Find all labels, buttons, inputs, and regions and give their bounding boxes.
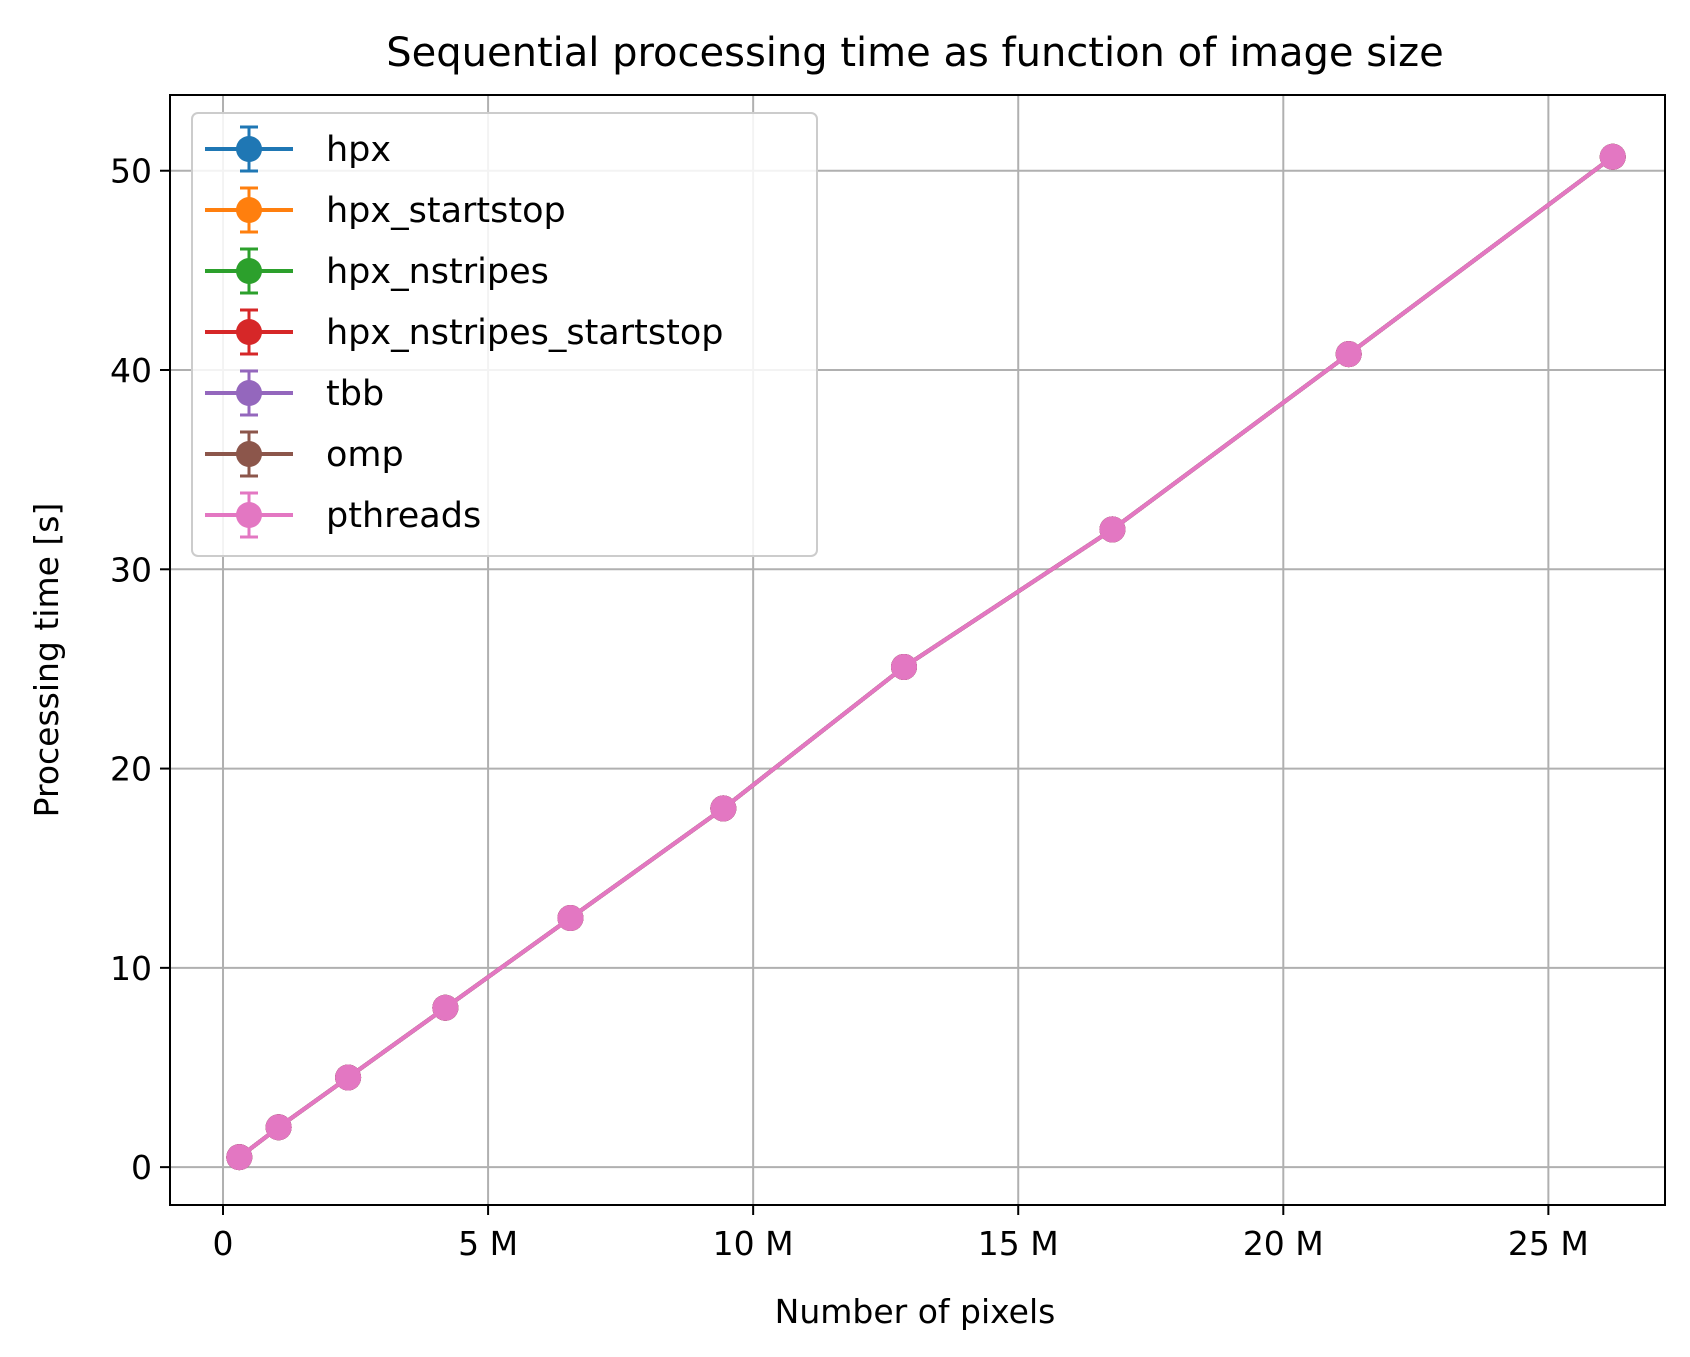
x-axis-ticks: 0 5 M 10 M 15 M 20 M 25 M (213, 1205, 1589, 1263)
legend-label: omp (326, 435, 404, 475)
chart-title: Sequential processing time as function o… (386, 30, 1444, 76)
y-tick-label: 0 (131, 1148, 152, 1187)
legend-entry: hpx_startstop (205, 186, 566, 234)
series-layer (226, 143, 1626, 1171)
legend-entry: pthreads (205, 491, 481, 539)
plot-area-frame (169, 94, 1666, 1206)
legend-label: hpx_nstripes (326, 252, 549, 292)
x-tick-label: 25 M (1508, 1224, 1589, 1263)
data-point (335, 1064, 362, 1091)
y-tick-label: 30 (110, 550, 152, 589)
data-point (557, 905, 584, 932)
data-point (1099, 516, 1126, 543)
legend: hpx hpx_startstop hpx_nstripes hpx_nstripes… (191, 112, 818, 557)
legend-entry: tbb (205, 369, 384, 417)
legend-entry: hpx (205, 125, 391, 173)
y-tick-label: 10 (110, 949, 152, 988)
x-tick-label: 5 M (458, 1224, 518, 1263)
legend-entry: hpx_nstripes (205, 247, 549, 295)
y-tick-label: 20 (110, 750, 152, 789)
data-point (265, 1114, 292, 1141)
legend-label: pthreads (326, 496, 481, 536)
legend-label: hpx_nstripes_startstop (326, 313, 723, 353)
data-point (432, 994, 459, 1021)
legend-marker-swatch (236, 258, 262, 284)
legend-marker-swatch (236, 502, 262, 528)
data-point (226, 1144, 253, 1171)
x-axis-label: Number of pixels (775, 1292, 1056, 1331)
legend-marker-swatch (236, 197, 262, 223)
data-point (1599, 143, 1626, 170)
legend-box (191, 112, 818, 557)
y-tick-label: 50 (110, 152, 152, 191)
y-axis-ticks: 0 10 20 30 40 50 (110, 152, 170, 1187)
legend-marker-swatch (236, 319, 262, 345)
data-point (890, 653, 917, 680)
x-tick-label: 0 (213, 1224, 234, 1263)
legend-marker-swatch (236, 441, 262, 467)
y-axis-label: Processing time [s] (27, 503, 66, 818)
series-pthreads (226, 143, 1626, 1171)
data-point (1335, 341, 1362, 368)
y-tick-label: 40 (110, 351, 152, 390)
legend-marker-swatch (236, 136, 262, 162)
legend-entry: hpx_nstripes_startstop (205, 308, 723, 356)
legend-label: tbb (326, 374, 384, 414)
x-tick-label: 10 M (713, 1224, 794, 1263)
data-point (710, 795, 737, 822)
legend-entry: omp (205, 430, 404, 478)
legend-label: hpx (326, 130, 391, 170)
x-tick-label: 15 M (978, 1224, 1059, 1263)
x-tick-label: 20 M (1243, 1224, 1324, 1263)
legend-marker-swatch (236, 380, 262, 406)
series-line (238, 155, 1614, 1159)
legend-label: hpx_startstop (326, 191, 566, 231)
